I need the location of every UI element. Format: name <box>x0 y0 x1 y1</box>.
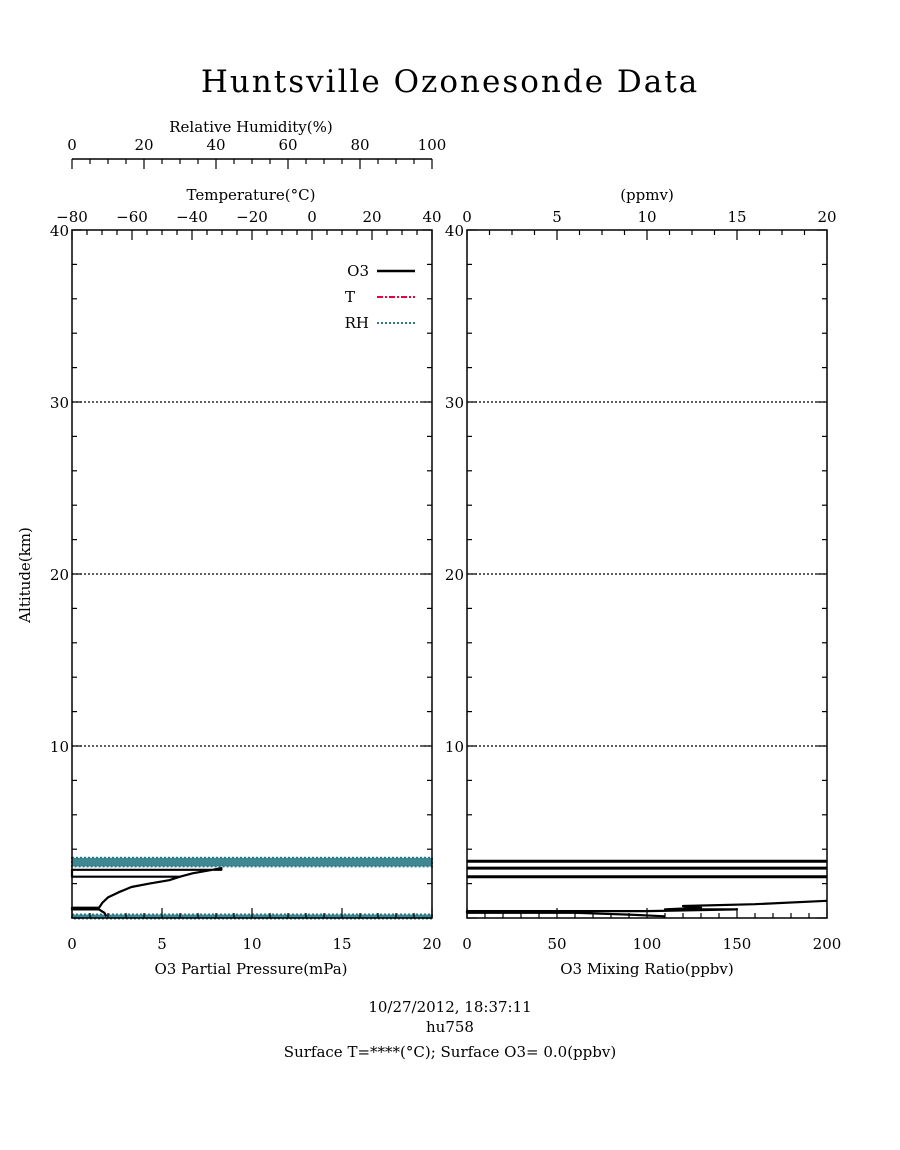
y-tick-label: 30 <box>445 394 464 412</box>
temperature-axis-title: Temperature(°C) <box>187 186 316 204</box>
chart-title: Huntsville Ozonesonde Data <box>201 64 699 100</box>
y-tick-label: 40 <box>445 222 464 240</box>
rh-tick-label: 80 <box>350 136 369 154</box>
top-tick-label: 5 <box>552 208 562 226</box>
o3-mixing-ratio-line <box>465 899 828 918</box>
x-tick-label: 0 <box>462 935 472 953</box>
legend-o3-label: O3 <box>347 262 369 280</box>
legend-rh-label: RH <box>345 314 369 332</box>
x-tick-label: 100 <box>633 935 662 953</box>
y-tick-label: 10 <box>50 738 69 756</box>
top-tick-label: −40 <box>176 208 208 226</box>
y-tick-label: 30 <box>50 394 69 412</box>
left-gridlines <box>72 401 432 747</box>
top-tick-label: 15 <box>727 208 746 226</box>
top-tick-label: 20 <box>817 208 836 226</box>
rh-tick-label: 40 <box>206 136 225 154</box>
footer-surface-values: Surface T=****(°C); Surface O3= 0.0(ppbv… <box>284 1043 616 1061</box>
y-tick-label: 10 <box>445 738 464 756</box>
y-tick-label: 20 <box>50 566 69 584</box>
x-tick-label: 0 <box>67 935 77 953</box>
top-tick-label: −60 <box>116 208 148 226</box>
x-tick-label: 200 <box>813 935 842 953</box>
top-tick-label: 20 <box>362 208 381 226</box>
x-tick-label: 10 <box>242 935 261 953</box>
right-gridlines <box>467 401 827 747</box>
top-tick-label: −80 <box>56 208 88 226</box>
o3-partial-pressure-line <box>70 866 223 917</box>
rh-tick-label: 0 <box>67 136 77 154</box>
x-tick-label: 150 <box>723 935 752 953</box>
rh-tick-label: 100 <box>418 136 447 154</box>
rh-axis-title: Relative Humidity(%) <box>169 118 332 136</box>
y-tick-label: 20 <box>445 566 464 584</box>
top-tick-label: 40 <box>422 208 441 226</box>
altitude-axis-title: Altitude(km) <box>16 527 34 624</box>
top-tick-label: −20 <box>236 208 268 226</box>
legend-t-label: T <box>345 288 355 306</box>
footer-datetime: 10/27/2012, 18:37:11 <box>368 998 531 1016</box>
rh-axis-ticks: 0 20 40 60 80 100 <box>67 136 446 169</box>
x-tick-label: 15 <box>332 935 351 953</box>
right-plot-data <box>465 859 828 918</box>
x-tick-label: 20 <box>422 935 441 953</box>
top-tick-label: 0 <box>462 208 472 226</box>
y-tick-label: 40 <box>50 222 69 240</box>
x-tick-label: 5 <box>157 935 167 953</box>
x-tick-label: 50 <box>547 935 566 953</box>
rh-tick-label: 20 <box>134 136 153 154</box>
top-tick-label: 10 <box>637 208 656 226</box>
top-tick-label: 0 <box>307 208 317 226</box>
footer-sonde-id: hu758 <box>426 1018 474 1036</box>
rh-tick-label: 60 <box>278 136 297 154</box>
o3-mixing-ratio-title: O3 Mixing Ratio(ppbv) <box>560 960 733 978</box>
o3-partial-pressure-title: O3 Partial Pressure(mPa) <box>154 960 347 978</box>
left-ticks: 10 20 30 40 0 5 10 15 20 −80 −60 −40 −20 0 20 40 <box>50 208 442 953</box>
legend: O3 T RH <box>345 262 415 332</box>
left-panel: 0 20 40 60 80 100 Relative Humidity(%) Temper… <box>16 118 446 978</box>
rh-band <box>72 857 432 867</box>
ppmv-axis-title: (ppmv) <box>620 186 674 204</box>
